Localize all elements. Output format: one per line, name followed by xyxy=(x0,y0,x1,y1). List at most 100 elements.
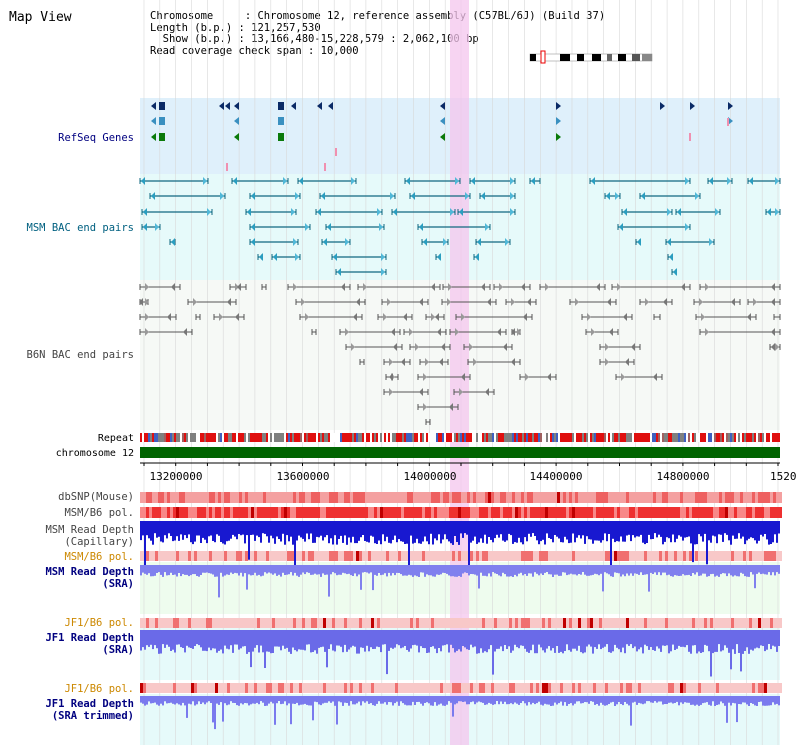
heat-cell xyxy=(284,618,287,628)
heat-cell xyxy=(638,683,641,693)
depth-bar xyxy=(198,630,200,646)
depth-bar xyxy=(372,696,374,706)
depth-bar xyxy=(172,696,174,704)
depth-bar xyxy=(640,696,642,704)
depth-bar xyxy=(612,696,614,702)
heat-cell xyxy=(584,492,587,503)
msm-bac-label[interactable]: MSM BAC end pairs xyxy=(27,222,134,234)
depth-bar xyxy=(496,696,498,701)
repeat-segment xyxy=(710,433,712,442)
depth-bar xyxy=(228,630,230,650)
depth-bar xyxy=(366,521,368,542)
feature-arrow xyxy=(401,358,405,366)
heat-cell xyxy=(509,618,512,628)
depth-bar xyxy=(720,696,722,702)
repeat-segment xyxy=(400,433,402,442)
read-depth-tracks[interactable] xyxy=(140,521,780,730)
depth-bar xyxy=(622,565,624,575)
b6n-bac-label[interactable]: B6N BAC end pairs xyxy=(27,349,134,361)
heat-cell xyxy=(656,492,659,503)
depth-bar xyxy=(772,696,774,703)
depth-bar xyxy=(334,630,336,652)
heat-cell xyxy=(323,492,326,503)
heat-cell xyxy=(446,551,449,561)
depth-bar xyxy=(234,630,236,645)
heat-cell xyxy=(425,618,428,628)
depth-bar xyxy=(358,696,360,702)
heat-cell xyxy=(665,507,668,518)
heat-cell xyxy=(707,492,710,503)
depth-bar xyxy=(558,565,560,576)
depth-bar xyxy=(218,521,220,536)
heat-cell xyxy=(680,683,683,693)
heat-cell xyxy=(182,551,185,561)
feature-arrow xyxy=(477,238,481,246)
chromosome-ideogram[interactable] xyxy=(529,50,653,64)
heat-cell xyxy=(398,618,401,628)
depth-bar xyxy=(696,696,698,705)
heat-cell xyxy=(623,507,626,518)
heat-cell xyxy=(605,507,608,518)
depth-bar xyxy=(770,630,772,650)
depth-bar xyxy=(500,565,502,577)
depth-bar xyxy=(760,630,762,646)
heat-cell xyxy=(614,618,617,628)
depth-bar xyxy=(632,696,634,703)
heat-cell xyxy=(716,492,719,503)
heat-cell xyxy=(374,507,377,518)
depth-bar xyxy=(536,696,538,704)
depth-bar xyxy=(224,565,226,576)
depth-bar xyxy=(550,565,552,575)
depth-bar xyxy=(760,521,762,535)
depth-bar xyxy=(730,630,732,670)
feature-arrow xyxy=(151,117,156,125)
feature-arrow xyxy=(667,208,671,216)
heat-cell xyxy=(503,507,506,518)
heat-cell xyxy=(140,551,143,561)
depth-bar xyxy=(158,521,160,537)
heat-cell xyxy=(143,618,146,628)
refseq-gene-features[interactable] xyxy=(151,102,733,171)
depth-bar xyxy=(608,521,610,534)
depth-bar xyxy=(654,630,656,651)
heat-cell xyxy=(701,551,704,561)
heat-cell xyxy=(659,683,662,693)
heat-cell xyxy=(431,618,434,628)
depth-bar xyxy=(640,630,642,648)
heat-cell xyxy=(743,492,746,503)
repeat-segment xyxy=(214,433,216,442)
refseq-genes-label[interactable]: RefSeq Genes xyxy=(58,132,134,144)
heat-cell xyxy=(263,551,266,561)
repeat-segment xyxy=(532,433,534,442)
repeat-segment xyxy=(694,433,696,442)
repeat-track[interactable] xyxy=(140,433,780,442)
depth-bar xyxy=(536,521,538,541)
repeat-segment xyxy=(636,433,638,442)
depth-bar xyxy=(606,521,608,542)
heat-cell xyxy=(389,551,392,561)
depth-bar xyxy=(162,521,164,543)
heat-cell xyxy=(173,551,176,561)
b6n-bac-features[interactable] xyxy=(139,283,781,425)
feature-arrow xyxy=(171,238,175,246)
msm-bac-features[interactable] xyxy=(139,177,781,276)
depth-bar xyxy=(718,565,720,577)
repeat-segment xyxy=(156,433,158,442)
heat-cell xyxy=(233,507,236,518)
polymorphism-heat-tracks[interactable] xyxy=(140,492,782,693)
heat-cell xyxy=(500,618,503,628)
repeat-segment xyxy=(628,433,630,442)
depth-bar xyxy=(262,696,264,703)
depth-bar xyxy=(568,565,570,575)
heat-cell xyxy=(290,551,293,561)
heat-cell xyxy=(143,683,146,693)
depth-bar xyxy=(570,696,572,704)
depth-bar xyxy=(772,565,774,573)
chromosome-bar[interactable] xyxy=(140,447,780,458)
depth-bar xyxy=(734,696,736,704)
heat-cell xyxy=(251,618,254,628)
depth-bar xyxy=(628,630,630,646)
heat-cell xyxy=(692,683,695,693)
depth-bar xyxy=(178,630,180,645)
